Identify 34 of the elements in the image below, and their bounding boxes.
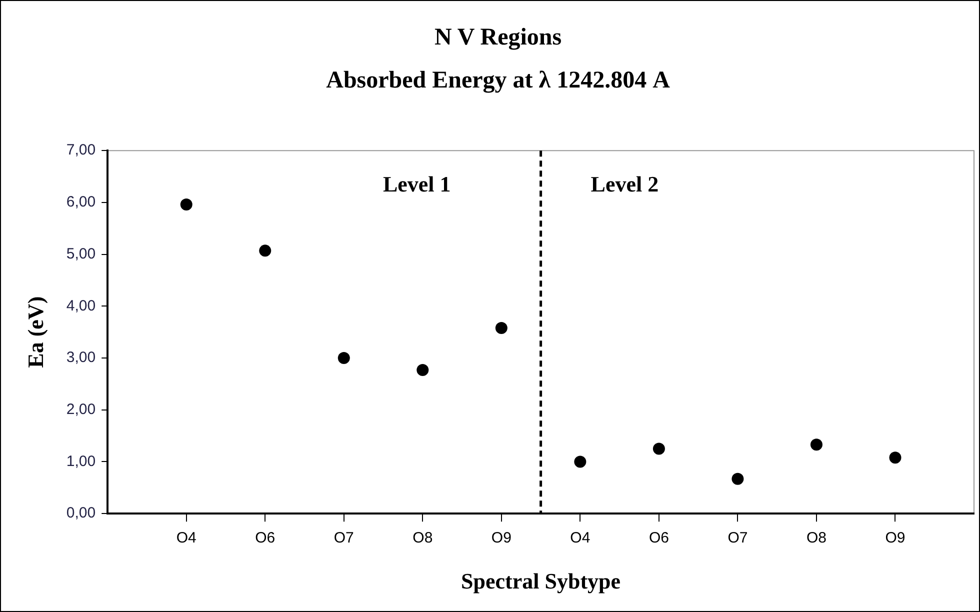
y-tick-label: 2,00 [66, 401, 96, 418]
x-tick-label: O4 [176, 530, 196, 547]
point [180, 198, 192, 211]
point [889, 452, 902, 464]
x-tick-label: O6 [255, 530, 276, 547]
point [652, 442, 665, 455]
point [416, 364, 429, 376]
y-tick-label: 7,00 [66, 142, 96, 159]
y-axis-title: Ea (eV) [22, 296, 48, 368]
y-tick-label: 4,00 [66, 297, 96, 314]
x-tick-label: O7 [334, 530, 354, 547]
annotation: Level 1 [382, 171, 451, 196]
x-tick-label: O7 [728, 530, 748, 547]
chart-title: N V Regions [434, 24, 562, 51]
x-tick-label: O9 [491, 530, 512, 547]
point [495, 322, 508, 334]
x-tick-label: O8 [806, 530, 826, 547]
y-tick-label: 1,00 [66, 452, 96, 470]
y-tick-label: 5,00 [66, 245, 96, 262]
point [574, 456, 586, 468]
x-tick-label: O4 [570, 530, 590, 547]
point [338, 352, 350, 364]
y-tick-label: 3,00 [66, 349, 96, 366]
y-tick-label: 0,00 [66, 504, 96, 522]
chart-subtitle: Absorbed Energy at λ 1242.804 A [326, 67, 671, 94]
point [259, 244, 272, 257]
annotation: Level 2 [590, 171, 659, 196]
y-tick-label: 6,00 [66, 194, 96, 211]
x-tick-label: O6 [648, 530, 669, 547]
point [732, 472, 744, 485]
x-tick-label: O8 [412, 530, 433, 547]
x-axis-title: Spectral Sybtype [461, 568, 621, 594]
point [810, 438, 822, 451]
x-tick-label: O9 [885, 530, 906, 547]
